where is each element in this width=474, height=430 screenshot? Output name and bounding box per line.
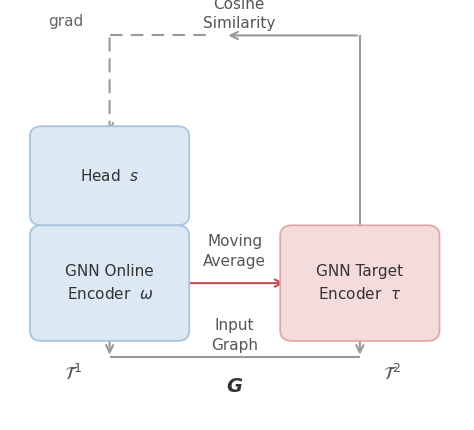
- Text: $\mathcal{T}^2$: $\mathcal{T}^2$: [383, 364, 401, 384]
- FancyArrowPatch shape: [106, 221, 113, 233]
- FancyArrowPatch shape: [231, 32, 357, 39]
- FancyArrowPatch shape: [106, 333, 113, 352]
- Text: $\boldsymbol{G}$: $\boldsymbol{G}$: [226, 377, 243, 396]
- Text: $\mathcal{T}^1$: $\mathcal{T}^1$: [64, 364, 82, 384]
- Text: Moving
Average: Moving Average: [203, 234, 266, 269]
- FancyArrowPatch shape: [185, 280, 282, 287]
- Text: Input
Graph: Input Graph: [211, 319, 258, 353]
- Text: GNN Online
Encoder  $\mathit{\omega}$: GNN Online Encoder $\mathit{\omega}$: [65, 264, 154, 302]
- Text: Head  $\mathit{s}$: Head $\mathit{s}$: [80, 168, 139, 184]
- Text: Cosine
Similarity: Cosine Similarity: [203, 0, 275, 31]
- FancyArrowPatch shape: [106, 38, 113, 130]
- FancyArrowPatch shape: [356, 333, 364, 352]
- Text: GNN Target
Encoder  $\mathit{\tau}$: GNN Target Encoder $\mathit{\tau}$: [316, 264, 403, 302]
- FancyBboxPatch shape: [30, 225, 189, 341]
- FancyBboxPatch shape: [30, 126, 189, 225]
- FancyBboxPatch shape: [280, 225, 439, 341]
- Text: grad: grad: [48, 14, 83, 29]
